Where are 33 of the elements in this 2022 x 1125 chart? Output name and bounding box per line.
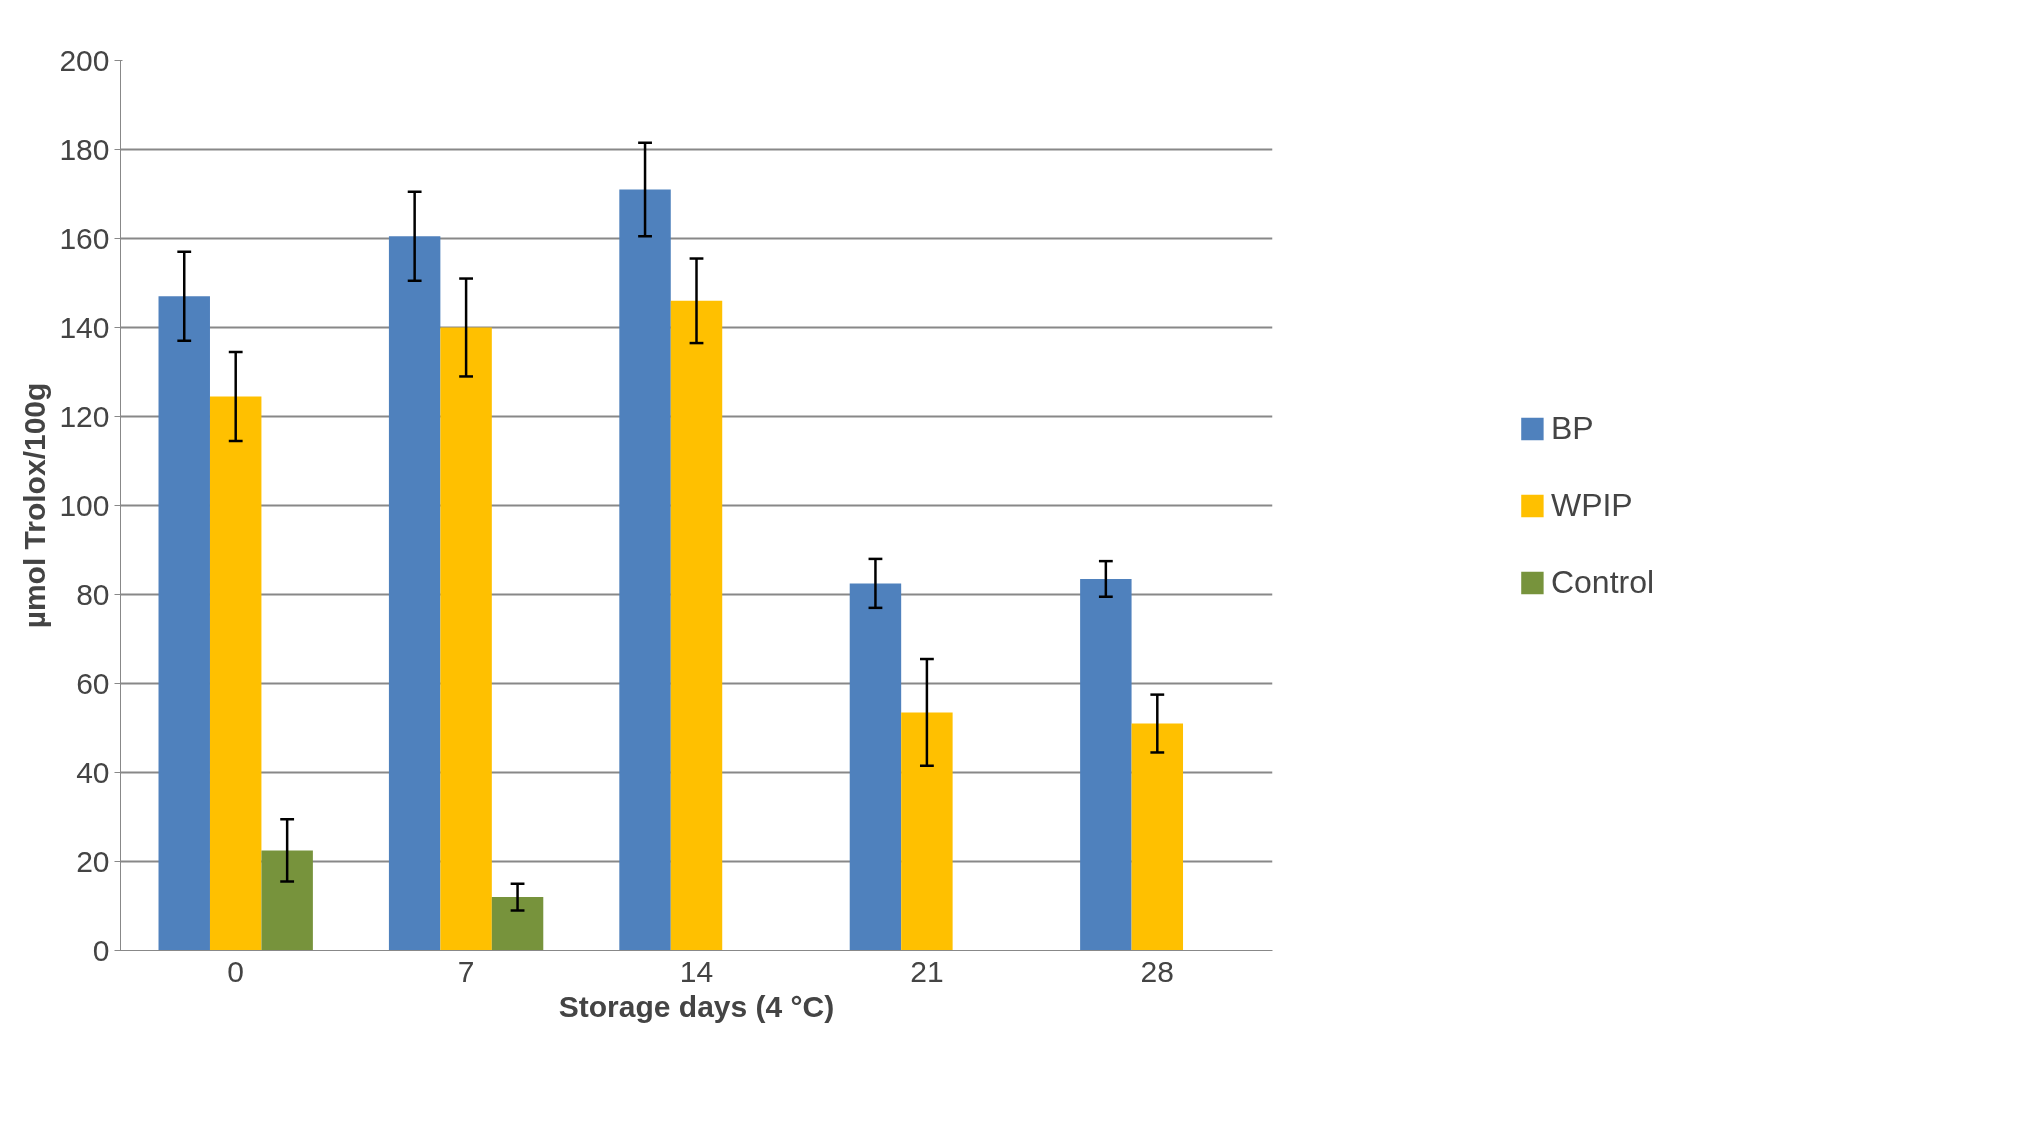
x-tick-label: 14 [679, 954, 714, 988]
y-tick-label: 40 [76, 755, 110, 789]
bar [388, 236, 441, 951]
bar [901, 712, 953, 951]
x-tick-label: 7 [457, 954, 475, 988]
bar [670, 300, 723, 951]
y-axis-title: µmol Trolox/100g [18, 382, 52, 629]
y-tick-label: 120 [59, 399, 110, 433]
y-tick-label: 0 [92, 933, 110, 967]
bar [261, 850, 313, 951]
bar [849, 583, 902, 951]
bar [209, 396, 262, 951]
bar [1131, 723, 1184, 951]
y-tick-label: 180 [59, 132, 110, 166]
y-tick-label: 160 [59, 221, 110, 255]
legend-label: Control [1550, 563, 1655, 601]
legend-label: BP [1550, 409, 1594, 447]
x-tick-label: 0 [227, 954, 245, 988]
y-tick-label: 140 [59, 310, 110, 344]
bar [440, 327, 492, 951]
y-tick-label: 20 [76, 844, 110, 878]
bar [1080, 578, 1132, 951]
bar [158, 296, 210, 951]
bar [619, 189, 671, 951]
bar [491, 897, 544, 951]
y-tick-label: 100 [59, 488, 110, 522]
x-tick-label: 21 [910, 954, 944, 988]
y-tick-label: 60 [76, 666, 110, 700]
x-tick-label: 28 [1140, 954, 1174, 988]
y-tick-label: 200 [59, 43, 110, 77]
legend-label: WPIP [1550, 486, 1633, 524]
y-tick-label: 80 [76, 577, 110, 611]
x-axis-title: Storage days (4 °C) [558, 989, 835, 1023]
